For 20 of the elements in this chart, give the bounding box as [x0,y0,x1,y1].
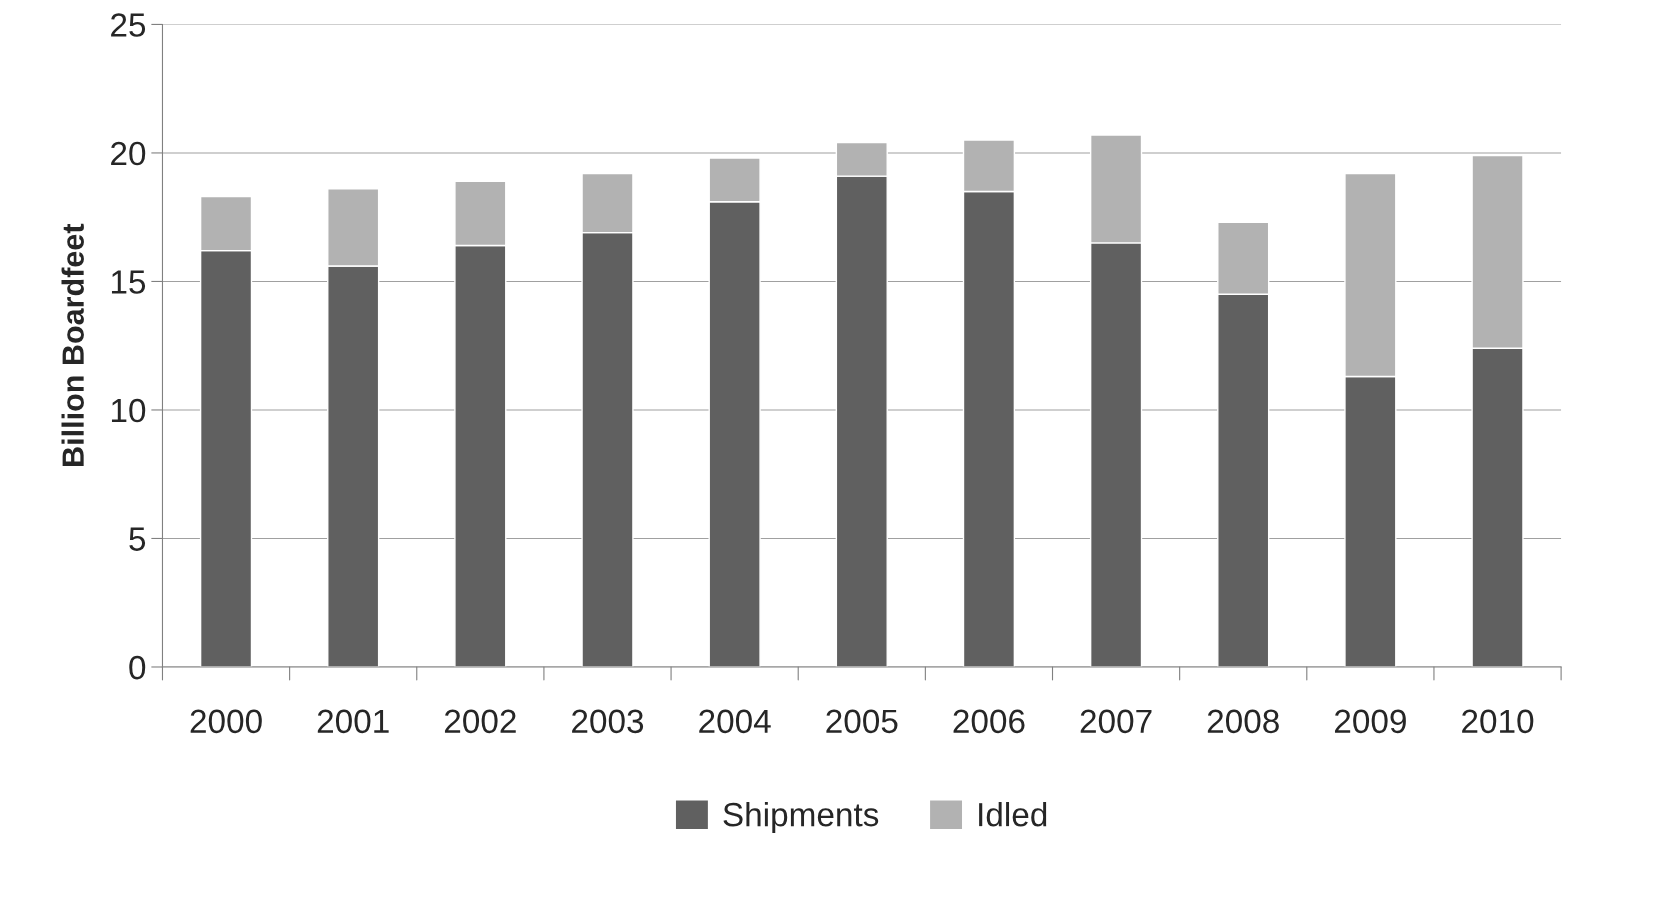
x-tick-label: 2000 [190,709,262,734]
y-tick-label: 15 [111,270,146,294]
x-tick-label: 2004 [699,709,771,734]
y-axis-title: Billion Boardfeet [61,223,84,466]
y-tick-label: 0 [129,655,146,680]
y-tick-label: 20 [111,141,146,166]
y-tick-label: 5 [129,527,146,551]
x-tick-label: 2007 [1080,709,1152,734]
legend-label: Idled [979,801,1047,827]
x-tick-label: 2005 [826,709,898,734]
x-tick-label: 2002 [444,709,516,734]
x-tick-label: 2003 [572,709,644,734]
legend-label: Shipments [723,801,879,834]
y-tick-label: 25 [111,13,146,37]
x-tick-label: 2008 [1207,709,1279,734]
y-tick-label: 10 [111,398,146,423]
x-tick-label: 2009 [1334,709,1406,734]
x-tick-label: 2001 [317,709,389,734]
x-tick-label: 2006 [953,709,1025,734]
x-tick-label: 2010 [1462,709,1534,734]
